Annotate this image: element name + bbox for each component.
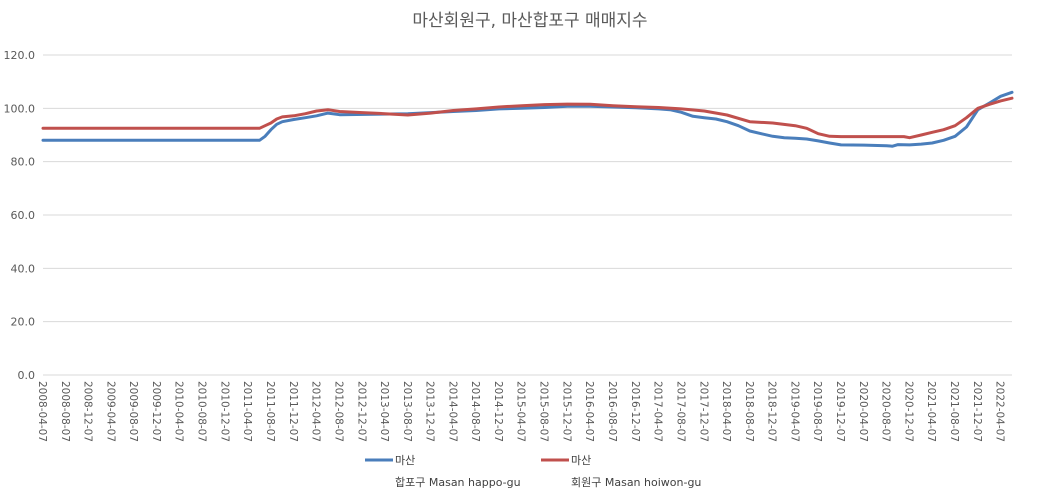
legend: 마산합포구 Masan happo-gu 마산회원구 Masan hoiwon-g… bbox=[365, 454, 701, 489]
x-tick-label: 2020-12-07 bbox=[903, 381, 915, 442]
x-tick-label: 2009-08-07 bbox=[127, 381, 139, 442]
x-tick-label: 2014-08-07 bbox=[469, 381, 481, 442]
legend-label: 마산 bbox=[395, 454, 415, 467]
x-tick-label: 2009-12-07 bbox=[150, 381, 162, 442]
x-tick-label: 2013-12-07 bbox=[424, 381, 436, 442]
series-line-happo-gu bbox=[41, 90, 1014, 148]
x-tick-label: 2019-12-07 bbox=[834, 381, 846, 442]
y-tick-label: 80.0 bbox=[11, 156, 36, 169]
x-tick-label: 2017-08-07 bbox=[674, 381, 686, 442]
legend-sublabel: 합포구 Masan happo-gu bbox=[395, 476, 521, 489]
x-tick-label: 2013-04-07 bbox=[378, 381, 390, 442]
y-tick-label: 40.0 bbox=[11, 262, 36, 275]
x-tick-label: 2021-08-07 bbox=[948, 381, 960, 442]
legend-sublabel: 회원구 Masan hoiwon-gu bbox=[571, 476, 701, 489]
y-axis-ticks: 120.0 100.0 80.0 60.0 40.0 20.0 0.0 bbox=[4, 49, 36, 382]
x-tick-label: 2011-08-07 bbox=[264, 381, 276, 442]
x-tick-label: 2011-04-07 bbox=[241, 381, 253, 442]
x-tick-label: 2010-12-07 bbox=[218, 381, 230, 442]
x-tick-label: 2014-04-07 bbox=[446, 381, 458, 442]
x-tick-label: 2016-04-07 bbox=[583, 381, 595, 442]
y-tick-label: 0.0 bbox=[18, 369, 36, 382]
x-tick-label: 2016-08-07 bbox=[606, 381, 618, 442]
x-axis-ticks: 2008-04-07 2008-08-07 2008-12-07 2009-04-07… bbox=[36, 381, 1006, 442]
chart-title: 마산회원구, 마산합포구 매매지수 bbox=[412, 11, 647, 31]
x-tick-label: 2012-12-07 bbox=[355, 381, 367, 442]
x-tick-label: 2008-08-07 bbox=[59, 381, 71, 442]
x-tick-label: 2014-12-07 bbox=[492, 381, 504, 442]
x-tick-label: 2019-08-07 bbox=[811, 381, 823, 442]
x-tick-label: 2010-08-07 bbox=[196, 381, 208, 442]
x-tick-label: 2021-04-07 bbox=[925, 381, 937, 442]
x-tick-label: 2022-04-07 bbox=[994, 381, 1006, 442]
x-tick-label: 2016-12-07 bbox=[629, 381, 641, 442]
y-tick-label: 100.0 bbox=[4, 102, 36, 115]
x-tick-label: 2018-12-07 bbox=[766, 381, 778, 442]
x-tick-label: 2020-04-07 bbox=[857, 381, 869, 442]
x-tick-label: 2020-08-07 bbox=[880, 381, 892, 442]
x-tick-label: 2015-04-07 bbox=[515, 381, 527, 442]
x-tick-label: 2018-08-07 bbox=[743, 381, 755, 442]
x-tick-label: 2015-12-07 bbox=[560, 381, 572, 442]
y-tick-label: 120.0 bbox=[4, 49, 36, 62]
series-line-hoiwon-gu bbox=[41, 96, 1014, 140]
y-tick-label: 60.0 bbox=[11, 209, 36, 222]
x-tick-label: 2012-04-07 bbox=[310, 381, 322, 442]
legend-label: 마산 bbox=[571, 454, 591, 467]
x-tick-label: 2017-04-07 bbox=[652, 381, 664, 442]
x-tick-label: 2013-08-07 bbox=[401, 381, 413, 442]
x-tick-label: 2012-08-07 bbox=[332, 381, 344, 442]
y-tick-label: 20.0 bbox=[11, 316, 36, 329]
x-tick-label: 2015-08-07 bbox=[538, 381, 550, 442]
x-tick-label: 2017-12-07 bbox=[697, 381, 709, 442]
gridlines bbox=[43, 54, 1012, 376]
x-tick-label: 2011-12-07 bbox=[287, 381, 299, 442]
series-lines bbox=[41, 90, 1014, 148]
x-tick-label: 2008-12-07 bbox=[82, 381, 94, 442]
x-tick-label: 2009-04-07 bbox=[104, 381, 116, 442]
x-tick-label: 2019-04-07 bbox=[788, 381, 800, 442]
x-tick-label: 2021-12-07 bbox=[971, 381, 983, 442]
x-tick-label: 2008-04-07 bbox=[36, 381, 48, 442]
x-tick-label: 2010-04-07 bbox=[173, 381, 185, 442]
x-tick-label: 2018-04-07 bbox=[720, 381, 732, 442]
